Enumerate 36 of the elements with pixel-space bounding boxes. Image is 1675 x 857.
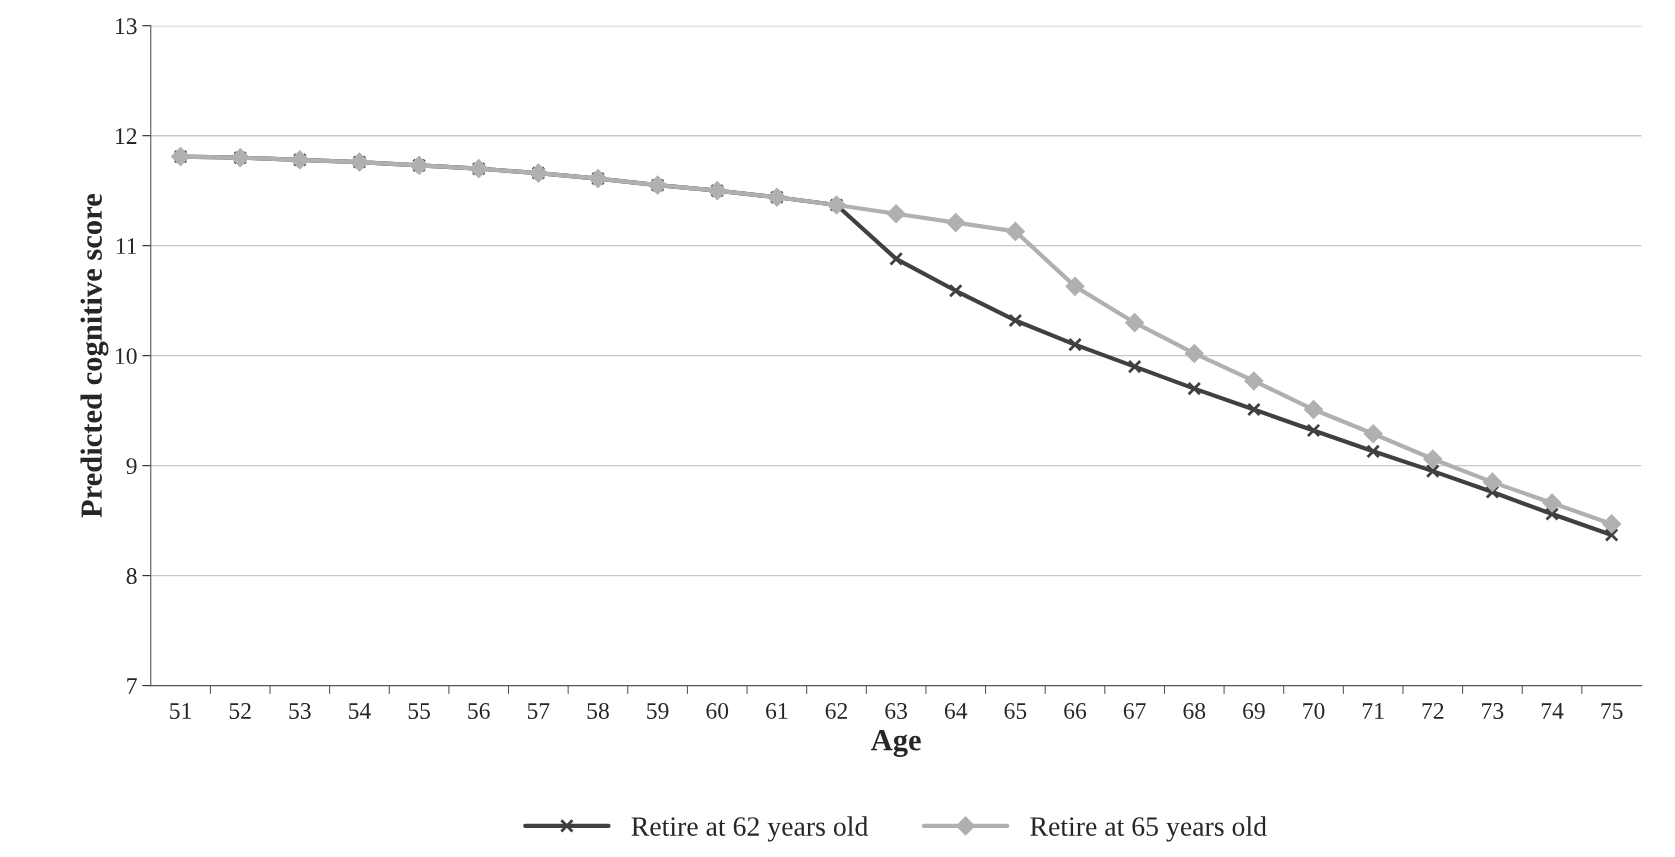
y-tick-label: 7 bbox=[127, 678, 137, 694]
x-tick-label: 65 bbox=[1004, 703, 1027, 719]
x-tick-label: 57 bbox=[527, 703, 550, 719]
y-tick-label: 11 bbox=[116, 238, 137, 254]
legend-label: Retire at 62 years old bbox=[631, 816, 868, 842]
x-tick-label: 69 bbox=[1243, 703, 1265, 719]
y-axis-title: Predicted cognitive score bbox=[80, 194, 109, 518]
legend-label: Retire at 65 years old bbox=[1030, 816, 1267, 842]
x-tick-label: 55 bbox=[408, 703, 430, 719]
x-tick-label: 71 bbox=[1362, 703, 1384, 719]
x-tick-label: 70 bbox=[1303, 702, 1325, 719]
x-tick-label: 64 bbox=[944, 703, 968, 719]
x-tick-label: 63 bbox=[885, 703, 908, 719]
x-tick-label: 67 bbox=[1123, 703, 1146, 719]
y-tick-label: 9 bbox=[126, 458, 137, 475]
y-tick-label: 13 bbox=[116, 18, 137, 35]
y-tick-label: 10 bbox=[116, 348, 137, 365]
y-tick-label: 12 bbox=[116, 128, 137, 144]
x-tick-label: 53 bbox=[289, 703, 311, 719]
y-tick-label: 8 bbox=[126, 568, 137, 585]
x-tick-label: 54 bbox=[349, 703, 371, 719]
x-tick-label: 74 bbox=[1541, 703, 1564, 719]
x-tick-label: 73 bbox=[1482, 703, 1504, 719]
x-tick-label: 60 bbox=[706, 702, 729, 719]
x-tick-label: 58 bbox=[587, 702, 609, 719]
x-axis-title: Age bbox=[870, 730, 921, 757]
x-tick-label: 59 bbox=[647, 703, 669, 719]
x-tick-label: 62 bbox=[825, 703, 847, 719]
x-tick-label: 56 bbox=[468, 703, 490, 719]
x-tick-label: 51 bbox=[170, 703, 191, 719]
x-tick-label: 66 bbox=[1064, 703, 1087, 719]
x-tick-label: 68 bbox=[1183, 702, 1206, 719]
x-tick-label: 75 bbox=[1601, 703, 1623, 719]
x-tick-label: 52 bbox=[229, 703, 251, 719]
x-tick-label: 61 bbox=[766, 703, 788, 719]
x-tick-label: 72 bbox=[1422, 703, 1444, 719]
